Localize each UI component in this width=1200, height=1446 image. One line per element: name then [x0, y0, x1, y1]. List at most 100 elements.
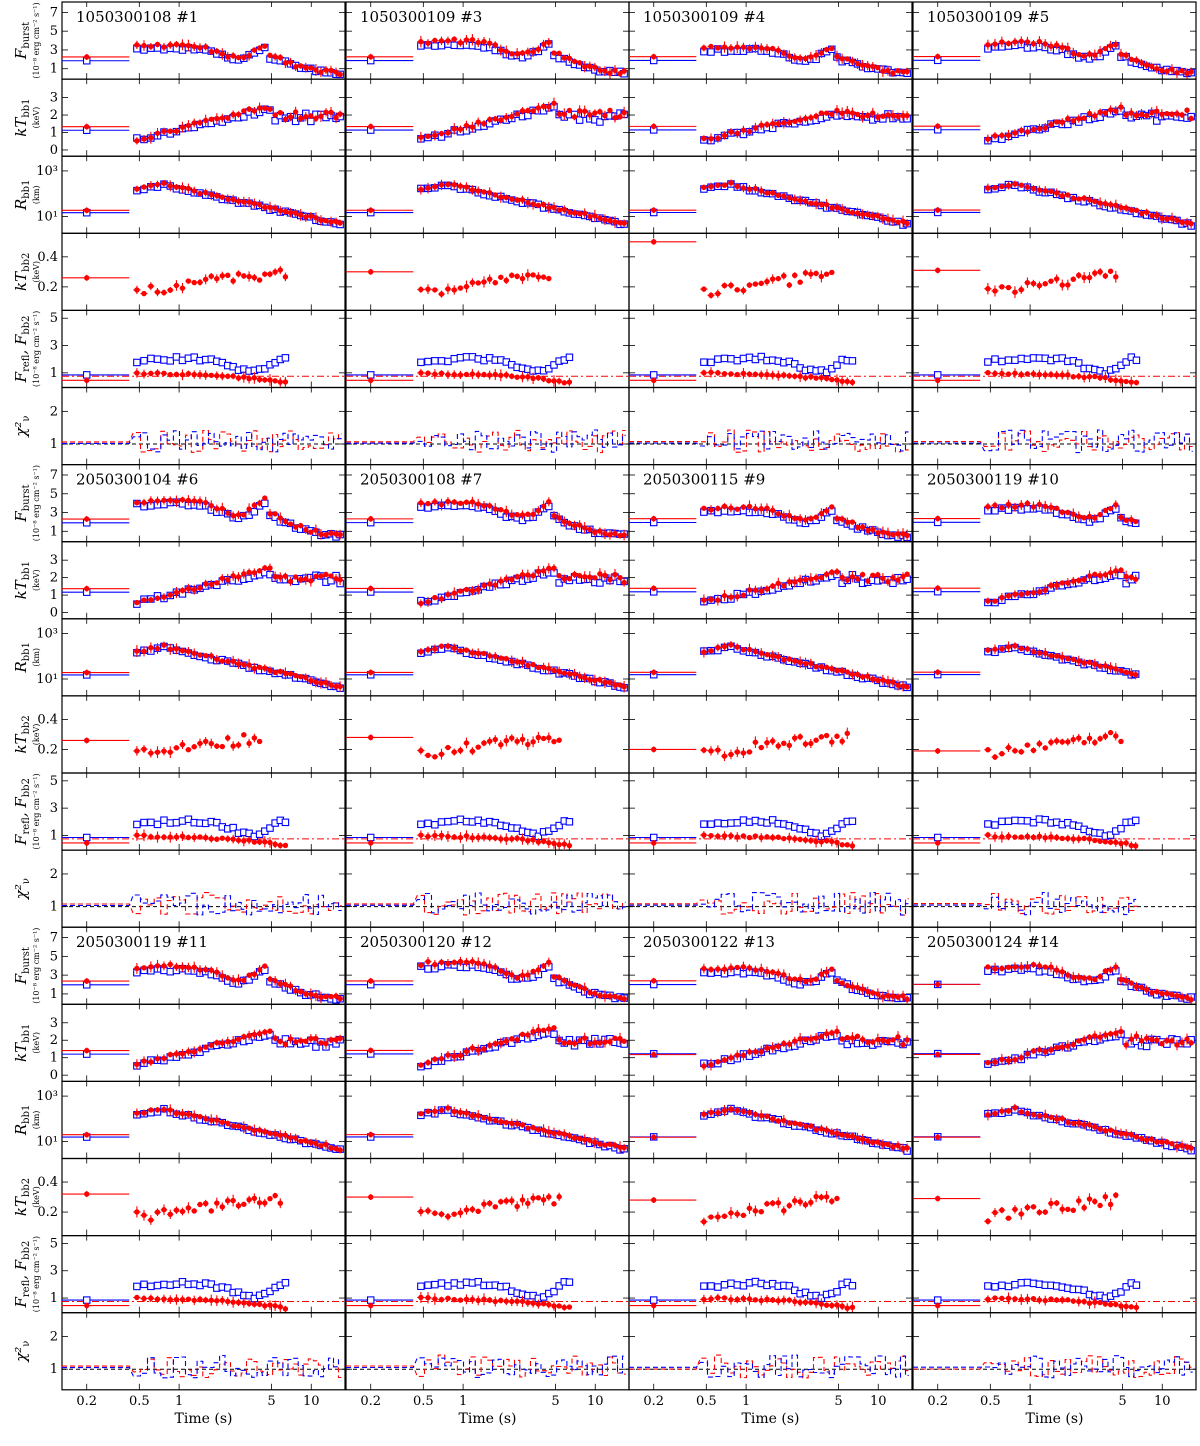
model-a-point — [142, 598, 146, 602]
model-a-point — [993, 371, 997, 375]
model-a-point — [278, 268, 282, 272]
model-a-point — [1066, 373, 1070, 377]
model-a-point — [198, 499, 202, 503]
model-a-point — [186, 498, 190, 502]
model-a-point — [520, 51, 524, 55]
model-a-point — [588, 527, 592, 531]
model-a-point — [1139, 61, 1143, 65]
model-a-point — [162, 749, 166, 753]
model-a-point — [793, 273, 797, 277]
panel-chi2-burst-2 — [346, 388, 629, 465]
model-a-point — [876, 213, 880, 217]
model-a-point — [782, 51, 786, 55]
model-a-point — [226, 511, 230, 515]
model-a-point — [716, 371, 720, 375]
model-a-point — [319, 114, 323, 118]
model-a-point — [464, 587, 468, 591]
model-a-point — [793, 374, 797, 378]
model-a-point — [426, 134, 430, 138]
model-a-point — [716, 46, 720, 50]
model-a-point — [1049, 279, 1053, 283]
model-a-point — [135, 288, 139, 292]
panel-frame — [629, 233, 912, 310]
model-a-point — [304, 114, 308, 118]
model-a-point — [180, 498, 184, 502]
model-a-point — [1019, 39, 1023, 43]
model-a-point — [226, 116, 230, 120]
model-a-point — [1144, 113, 1148, 117]
model-a-point — [1054, 43, 1058, 47]
model-a-point — [526, 573, 530, 577]
model-a-point — [504, 373, 508, 377]
model-a-point — [476, 281, 480, 285]
model-a-point — [299, 674, 303, 678]
model-a-point — [735, 288, 739, 292]
model-a-point — [1013, 131, 1017, 135]
model-a-point — [186, 649, 190, 653]
model-a-point — [1119, 205, 1123, 209]
model-a-point — [588, 575, 592, 579]
model-a-point — [936, 54, 940, 58]
model-a-point — [765, 279, 769, 283]
chi2-model-a-step — [62, 431, 342, 453]
model-a-point — [220, 374, 224, 378]
model-a-point — [309, 530, 313, 534]
model-a-point — [231, 197, 235, 201]
model-a-point — [572, 115, 576, 119]
model-a-point — [798, 198, 802, 202]
model-a-point — [458, 589, 462, 593]
model-a-point — [541, 42, 545, 46]
model-a-point — [198, 586, 202, 590]
model-b-point — [708, 49, 714, 55]
y-tick-label: 1 — [50, 125, 58, 140]
model-a-point — [603, 69, 607, 73]
model-a-point — [433, 185, 437, 189]
model-b-point — [84, 834, 90, 840]
model-a-point — [439, 502, 443, 506]
model-a-point — [871, 111, 875, 115]
model-a-point — [273, 113, 277, 117]
model-a-point — [1006, 183, 1010, 187]
model-a-point — [803, 271, 807, 275]
model-a-point — [419, 135, 423, 139]
panel-Fburst-burst-2: 1050300109 #3 — [346, 2, 629, 79]
model-a-point — [557, 51, 561, 55]
model-a-point — [85, 55, 89, 59]
model-a-point — [464, 38, 468, 42]
model-a-point — [552, 51, 556, 55]
panel-Frefl-burst-4 — [913, 310, 1196, 387]
model-a-point — [1165, 111, 1169, 115]
model-a-point — [905, 221, 909, 225]
model-a-point — [577, 574, 581, 578]
model-a-point — [168, 593, 172, 597]
model-a-point — [824, 272, 828, 276]
model-a-point — [552, 379, 556, 383]
model-b-point — [148, 819, 154, 825]
model-a-point — [215, 837, 219, 841]
model-a-point — [722, 372, 726, 376]
model-a-point — [263, 44, 267, 48]
model-a-point — [1013, 371, 1017, 375]
model-b-point — [728, 356, 734, 362]
model-a-point — [557, 574, 561, 578]
model-a-point — [1185, 108, 1189, 112]
model-a-point — [452, 372, 456, 376]
model-a-point — [263, 272, 267, 276]
model-a-point — [741, 128, 745, 132]
model-a-point — [142, 833, 146, 837]
model-a-point — [247, 741, 251, 745]
model-a-point — [309, 214, 313, 218]
panel-frame — [913, 388, 1196, 465]
model-a-point — [814, 114, 818, 118]
model-a-point — [293, 673, 297, 677]
model-a-point — [215, 581, 219, 585]
model-a-point — [452, 288, 456, 292]
model-a-point — [1103, 274, 1107, 278]
model-a-point — [247, 53, 251, 57]
panel-kTbb2-burst-5: 0.20.4 — [37, 696, 345, 773]
model-a-point — [1119, 379, 1123, 383]
model-a-point — [845, 209, 849, 213]
model-a-point — [562, 56, 566, 60]
